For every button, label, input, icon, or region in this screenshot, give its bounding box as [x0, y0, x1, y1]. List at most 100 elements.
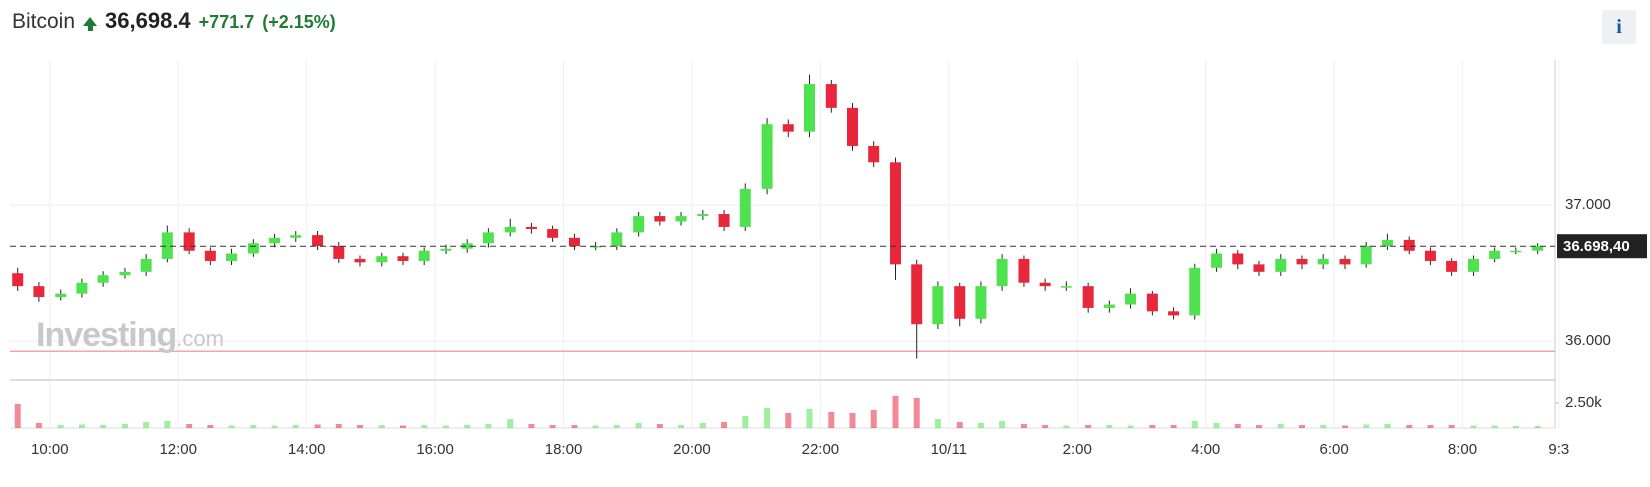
candle-body	[1532, 246, 1544, 251]
up-arrow	[83, 17, 98, 26]
candle-body	[739, 188, 751, 227]
candle-body	[333, 245, 345, 259]
candle-body	[611, 232, 623, 246]
candle-body	[675, 216, 687, 222]
volume-bar	[35, 422, 42, 428]
volume-bar	[335, 423, 342, 428]
watermark: Investing.com	[36, 316, 224, 355]
watermark-brand: Investing	[36, 316, 177, 354]
candle-body	[1211, 253, 1223, 268]
candle-body	[1489, 250, 1501, 259]
candle-body	[718, 214, 730, 227]
volume-bar	[1234, 423, 1241, 428]
candle-body	[226, 253, 238, 261]
volume-bar	[892, 395, 899, 428]
x-tick-label: 6:00	[1320, 441, 1349, 458]
y-tick-label: 36.000	[1565, 332, 1611, 349]
price: 36,698.4	[105, 8, 191, 33]
candle-body	[12, 273, 24, 287]
candle-body	[312, 235, 324, 246]
volume-bar	[1277, 423, 1284, 428]
volume-bar	[934, 418, 941, 428]
candle-body	[1039, 282, 1051, 287]
volume-bar	[764, 407, 771, 428]
volume-bar	[314, 424, 321, 428]
y-tick-label: 37.000	[1565, 196, 1611, 213]
candle-body	[633, 216, 645, 233]
x-tick-label: 14:00	[288, 441, 326, 458]
last-price-label: 36.698,40	[1563, 238, 1630, 255]
x-tick-label: 12:00	[159, 441, 197, 458]
candle-body	[697, 214, 709, 217]
candle-body	[247, 243, 259, 254]
candle-body	[525, 226, 537, 229]
volume-bar	[1149, 424, 1156, 428]
volume-bar	[207, 424, 214, 428]
volume-bar	[378, 424, 385, 428]
volume-bar	[613, 424, 620, 428]
candle-body	[461, 243, 473, 249]
volume-bar	[228, 425, 235, 428]
watermark-suffix: .com	[176, 326, 224, 351]
volume-bar	[250, 424, 257, 428]
candle-body	[547, 228, 559, 238]
change-percent: (+2.15%)	[262, 12, 336, 32]
volume-bar	[57, 424, 64, 428]
candle-body	[1296, 258, 1308, 265]
volume-bar	[1320, 424, 1327, 428]
candle-body	[1189, 267, 1201, 316]
volume-bar	[1298, 424, 1305, 428]
volume-bar	[742, 415, 749, 428]
volume-bar	[806, 408, 813, 428]
candle-body	[1103, 304, 1115, 308]
volume-bar	[143, 421, 150, 428]
volume-bar	[635, 422, 642, 428]
candle-body	[140, 258, 152, 272]
volume-bar	[571, 424, 578, 428]
candle-body	[782, 124, 794, 132]
candle-body	[654, 216, 666, 222]
candle-body	[568, 237, 580, 246]
candle-body	[119, 271, 131, 276]
volume-bar	[956, 421, 963, 428]
up-arrow-stem	[88, 26, 94, 31]
y-tick-label: 2.50k	[1565, 394, 1602, 411]
candle-body	[1381, 239, 1393, 246]
volume-bar	[1491, 425, 1498, 428]
candle-body	[1060, 286, 1072, 288]
volume-bar	[1127, 425, 1134, 428]
volume-bar	[1384, 423, 1391, 428]
volume-bar	[1020, 423, 1027, 428]
candle-body	[418, 250, 430, 261]
candle-body	[803, 84, 815, 132]
info-button[interactable]: i	[1602, 10, 1636, 44]
x-tick-label: 2:00	[1063, 441, 1092, 458]
x-tick-label: 20:00	[673, 441, 711, 458]
volume-bar	[699, 422, 706, 428]
change: +771.7	[198, 12, 255, 32]
candle-body	[1275, 258, 1287, 272]
volume-bar	[271, 425, 278, 428]
candle-body	[1424, 250, 1436, 261]
volume-bar	[1255, 424, 1262, 428]
x-tick-label: 10:00	[31, 441, 69, 458]
candle-body	[76, 282, 88, 294]
candle-body	[825, 84, 837, 108]
volume-bar	[164, 420, 171, 428]
volume-bar	[977, 422, 984, 428]
candle-body	[161, 232, 173, 259]
volume-bar	[785, 412, 792, 428]
volume-bar	[1406, 424, 1413, 428]
volume-bar	[656, 423, 663, 428]
volume-bar	[292, 424, 299, 428]
x-tick-label: 10/11	[931, 441, 967, 458]
volume-bar	[999, 420, 1006, 428]
candle-body	[1403, 239, 1415, 251]
candle-body	[354, 258, 366, 263]
header: Bitcoin 36,698.4 +771.7 (+2.15%)	[12, 8, 336, 34]
candle-body	[590, 245, 602, 248]
volume-bar	[1427, 424, 1434, 428]
asset-name: Bitcoin	[12, 10, 76, 33]
